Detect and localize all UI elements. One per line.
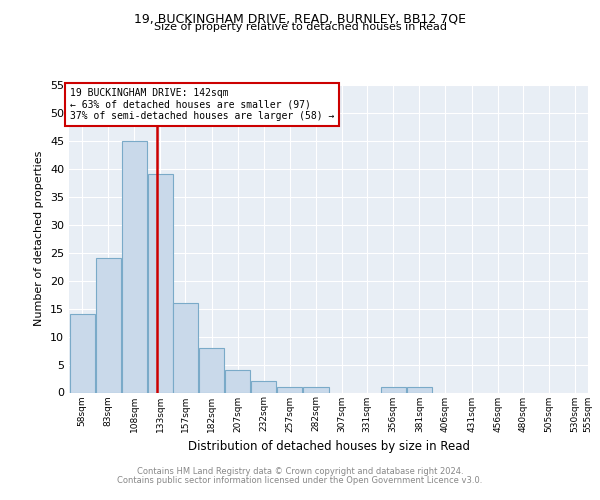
Bar	[70, 314, 95, 392]
Bar	[148, 174, 173, 392]
Bar	[304, 387, 329, 392]
X-axis label: Distribution of detached houses by size in Read: Distribution of detached houses by size …	[187, 440, 470, 453]
Text: 19, BUCKINGHAM DRIVE, READ, BURNLEY, BB12 7QE: 19, BUCKINGHAM DRIVE, READ, BURNLEY, BB1…	[134, 12, 466, 26]
Bar	[407, 387, 432, 392]
Text: Contains HM Land Registry data © Crown copyright and database right 2024.: Contains HM Land Registry data © Crown c…	[137, 467, 463, 476]
Bar	[381, 387, 406, 392]
Bar	[122, 141, 147, 393]
Text: Contains public sector information licensed under the Open Government Licence v3: Contains public sector information licen…	[118, 476, 482, 485]
Y-axis label: Number of detached properties: Number of detached properties	[34, 151, 44, 326]
Bar	[277, 387, 302, 392]
Text: 19 BUCKINGHAM DRIVE: 142sqm
← 63% of detached houses are smaller (97)
37% of sem: 19 BUCKINGHAM DRIVE: 142sqm ← 63% of det…	[70, 88, 334, 121]
Bar	[173, 303, 198, 392]
Bar	[199, 348, 224, 393]
Bar	[95, 258, 121, 392]
Bar	[251, 382, 276, 392]
Text: Size of property relative to detached houses in Read: Size of property relative to detached ho…	[154, 22, 446, 32]
Bar	[225, 370, 250, 392]
